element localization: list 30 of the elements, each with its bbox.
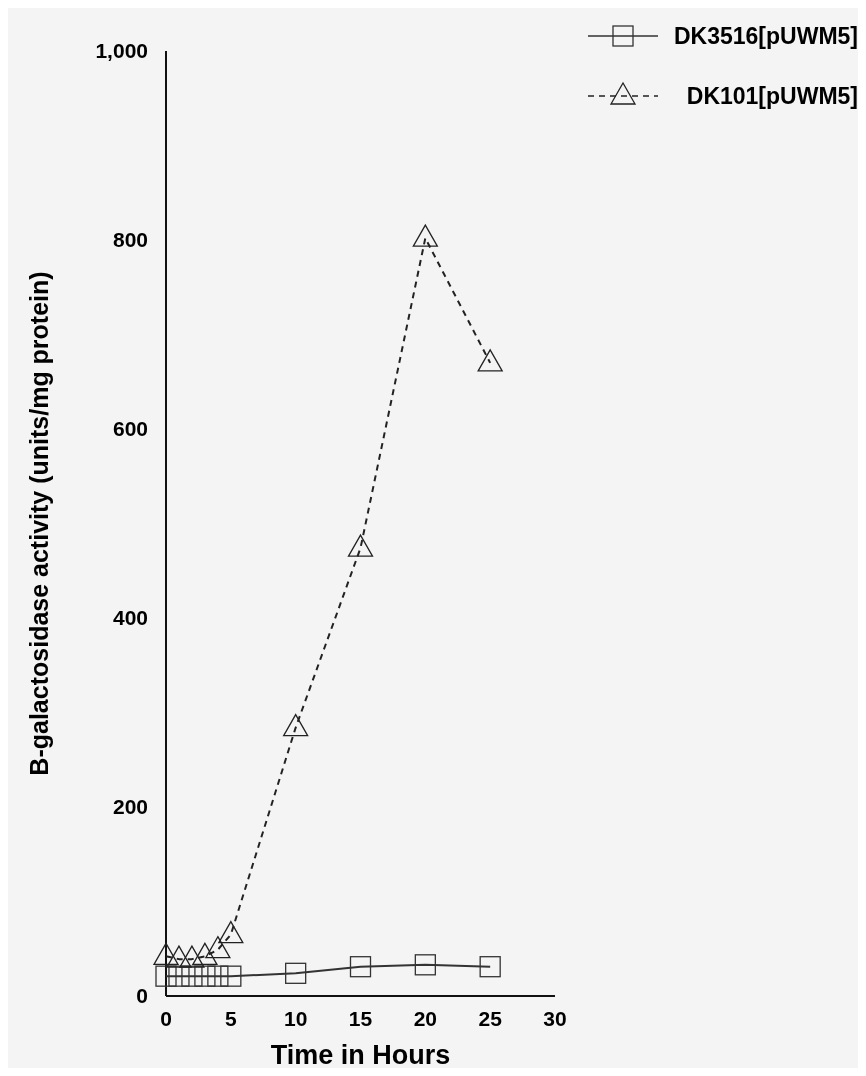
x-tick-label: 25 bbox=[478, 1007, 503, 1030]
point bbox=[349, 956, 372, 978]
legend-label: DK101[pUWM5] bbox=[686, 83, 858, 109]
point bbox=[220, 965, 242, 987]
point bbox=[285, 962, 307, 984]
y-tick-label: 400 bbox=[112, 606, 148, 629]
point bbox=[205, 936, 231, 959]
y-axis-title: B-galactosidase activity (units/mg protein) bbox=[25, 271, 53, 776]
x-tick-label: 15 bbox=[348, 1007, 373, 1030]
y-tick-label: 0 bbox=[136, 984, 148, 1007]
x-tick-label: 30 bbox=[543, 1007, 567, 1030]
x-tick-label: 0 bbox=[160, 1007, 172, 1030]
point bbox=[479, 956, 501, 978]
x-tick-label: 10 bbox=[283, 1007, 308, 1030]
point bbox=[194, 965, 216, 987]
y-tick-label: 600 bbox=[112, 417, 148, 440]
point bbox=[414, 954, 436, 976]
point bbox=[155, 965, 177, 987]
x-axis-title: Time in Hours bbox=[270, 1040, 451, 1070]
y-tick-label: 1,000 bbox=[95, 39, 148, 62]
point bbox=[283, 713, 309, 737]
x-tick-label: 20 bbox=[413, 1007, 438, 1030]
point bbox=[412, 224, 438, 247]
point bbox=[477, 349, 503, 372]
legend-label: DK3516[pUWM5] bbox=[673, 23, 858, 49]
y-tick-label: 200 bbox=[112, 795, 148, 818]
y-tick-label: 800 bbox=[112, 228, 148, 251]
point bbox=[207, 965, 229, 987]
point bbox=[347, 534, 374, 557]
x-tick-label: 5 bbox=[224, 1007, 237, 1030]
